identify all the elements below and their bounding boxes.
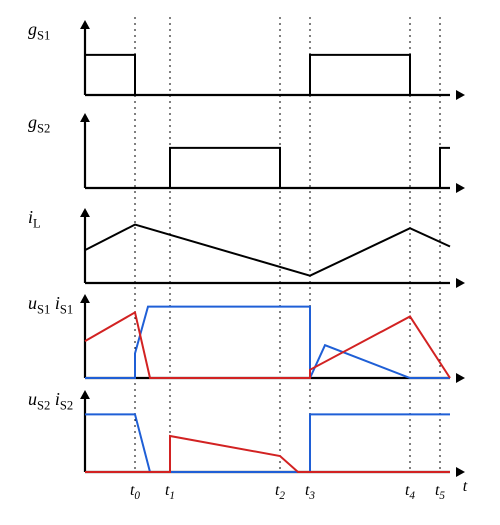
uS1iS1-trace <box>85 307 450 378</box>
time-axis-var: t <box>463 478 467 496</box>
time-tick-t1: t1 <box>165 482 175 502</box>
panel-label-uS2iS2: uS2 iS2 <box>28 390 73 412</box>
time-tick-t0: t0 <box>130 482 140 502</box>
uS1iS1-trace <box>85 312 450 378</box>
uS2iS2-trace <box>85 436 450 472</box>
panel-label-iL: iL <box>28 208 41 230</box>
timing-diagram: gS1 gS2 iL uS1 iS1 uS2 iS2 t0 t1 t2 t3 t4 t5 t <box>0 0 500 525</box>
uS2iS2-trace <box>85 414 450 472</box>
time-tick-t5: t5 <box>435 482 445 502</box>
panel-label-gS2: gS2 <box>28 113 50 135</box>
time-tick-t3: t3 <box>305 482 315 502</box>
panel-label-uS1iS1: uS1 iS1 <box>28 294 73 316</box>
time-tick-t4: t4 <box>405 482 415 502</box>
iL-trace <box>85 225 450 276</box>
time-tick-t2: t2 <box>275 482 285 502</box>
gS1-trace <box>85 55 450 95</box>
panel-label-gS1: gS1 <box>28 20 50 42</box>
diagram-svg <box>0 0 500 525</box>
gS2-trace <box>85 148 450 188</box>
